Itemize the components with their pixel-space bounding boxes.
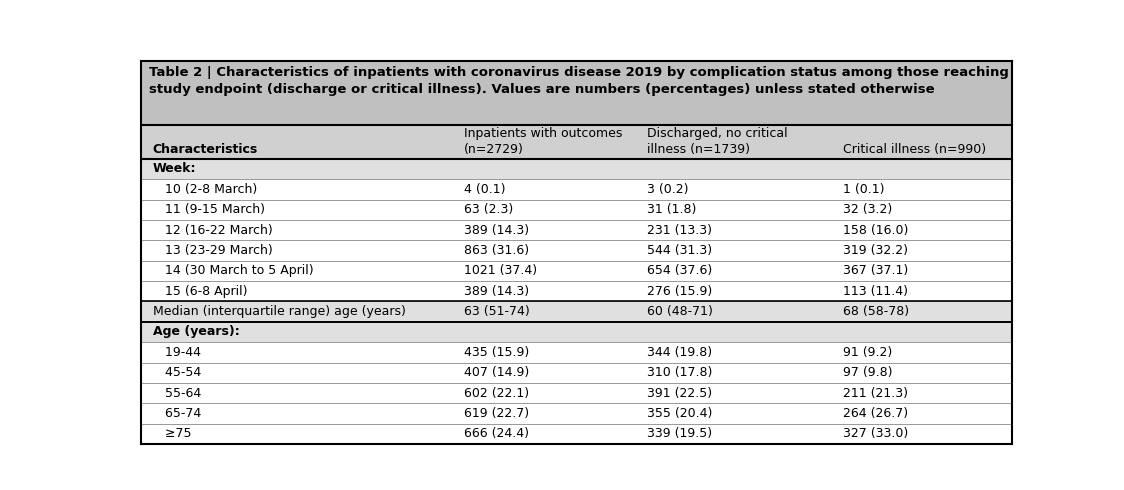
Text: 32 (3.2): 32 (3.2) [843, 203, 891, 216]
Bar [140, 403, 1012, 424]
Text: 339 (19.5): 339 (19.5) [646, 427, 711, 441]
Text: 407 (14.9): 407 (14.9) [464, 366, 529, 379]
Text: 1021 (37.4): 1021 (37.4) [464, 264, 537, 277]
Text: 389 (14.3): 389 (14.3) [464, 223, 528, 237]
Text: 602 (22.1): 602 (22.1) [464, 387, 528, 399]
Text: 276 (15.9): 276 (15.9) [646, 285, 711, 298]
Text: 10 (2-8 March): 10 (2-8 March) [153, 183, 257, 196]
Text: 91 (9.2): 91 (9.2) [843, 346, 891, 359]
Text: 158 (16.0): 158 (16.0) [843, 223, 908, 237]
Text: Table 2 | Characteristics of inpatients with coronavirus disease 2019 by complic: Table 2 | Characteristics of inpatients … [149, 66, 1009, 96]
Bar [140, 261, 1012, 281]
Bar [140, 240, 1012, 261]
Bar [140, 159, 1012, 179]
Text: 231 (13.3): 231 (13.3) [646, 223, 711, 237]
Text: 68 (58-78): 68 (58-78) [843, 305, 908, 318]
Text: 65-74: 65-74 [153, 407, 201, 420]
Text: 619 (22.7): 619 (22.7) [464, 407, 528, 420]
Text: Characteristics: Characteristics [153, 143, 257, 156]
Text: 13 (23-29 March): 13 (23-29 March) [153, 244, 272, 257]
Bar [140, 220, 1012, 240]
Text: 19-44: 19-44 [153, 346, 201, 359]
Text: 1 (0.1): 1 (0.1) [843, 183, 885, 196]
Text: 15 (6-8 April): 15 (6-8 April) [153, 285, 247, 298]
Text: 3 (0.2): 3 (0.2) [646, 183, 688, 196]
Text: 63 (51-74): 63 (51-74) [464, 305, 529, 318]
Text: 310 (17.8): 310 (17.8) [646, 366, 711, 379]
Text: Week:: Week: [153, 163, 197, 175]
Bar [140, 301, 1012, 322]
Text: Discharged, no critical
illness (n=1739): Discharged, no critical illness (n=1739) [646, 127, 787, 156]
Text: 327 (33.0): 327 (33.0) [843, 427, 908, 441]
Text: 391 (22.5): 391 (22.5) [646, 387, 711, 399]
Text: 264 (26.7): 264 (26.7) [843, 407, 908, 420]
Text: 435 (15.9): 435 (15.9) [464, 346, 529, 359]
Text: 211 (21.3): 211 (21.3) [843, 387, 907, 399]
Bar [140, 322, 1012, 342]
Text: 355 (20.4): 355 (20.4) [646, 407, 711, 420]
Text: 14 (30 March to 5 April): 14 (30 March to 5 April) [153, 264, 314, 277]
Text: 45-54: 45-54 [153, 366, 201, 379]
Text: 97 (9.8): 97 (9.8) [843, 366, 892, 379]
Text: 60 (48-71): 60 (48-71) [646, 305, 713, 318]
Bar [140, 199, 1012, 220]
Text: 113 (11.4): 113 (11.4) [843, 285, 907, 298]
Text: 344 (19.8): 344 (19.8) [646, 346, 711, 359]
Text: ≥75: ≥75 [153, 427, 191, 441]
Text: 63 (2.3): 63 (2.3) [464, 203, 513, 216]
Text: 11 (9-15 March): 11 (9-15 March) [153, 203, 264, 216]
Text: 12 (16-22 March): 12 (16-22 March) [153, 223, 272, 237]
Text: 654 (37.6): 654 (37.6) [646, 264, 711, 277]
Bar [140, 363, 1012, 383]
Bar [140, 383, 1012, 403]
Text: 31 (1.8): 31 (1.8) [646, 203, 696, 216]
Text: 389 (14.3): 389 (14.3) [464, 285, 528, 298]
Text: 4 (0.1): 4 (0.1) [464, 183, 505, 196]
Text: 319 (32.2): 319 (32.2) [843, 244, 907, 257]
Text: 367 (37.1): 367 (37.1) [843, 264, 908, 277]
Text: 863 (31.6): 863 (31.6) [464, 244, 528, 257]
Text: Age (years):: Age (years): [153, 325, 239, 339]
Text: 55-64: 55-64 [153, 387, 201, 399]
Text: Median (interquartile range) age (years): Median (interquartile range) age (years) [153, 305, 406, 318]
Text: Critical illness (n=990): Critical illness (n=990) [843, 143, 986, 156]
Text: 544 (31.3): 544 (31.3) [646, 244, 711, 257]
Bar [140, 342, 1012, 363]
Bar [140, 179, 1012, 199]
Text: 666 (24.4): 666 (24.4) [464, 427, 528, 441]
Bar [140, 424, 1012, 444]
Bar [140, 281, 1012, 301]
Bar [140, 61, 1012, 125]
Text: Inpatients with outcomes
(n=2729): Inpatients with outcomes (n=2729) [464, 127, 622, 156]
Bar [140, 125, 1012, 159]
